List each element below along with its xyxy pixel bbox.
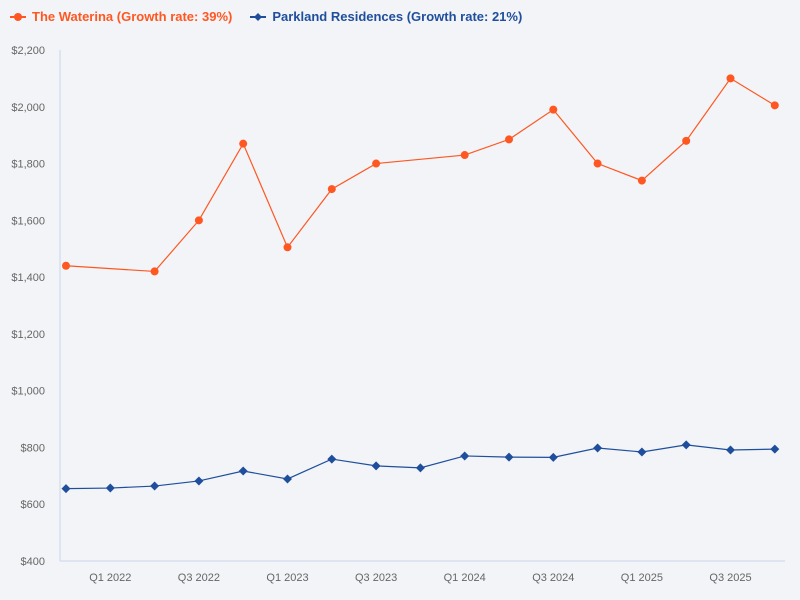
- y-tick-label: $2,000: [11, 102, 45, 114]
- data-point: [238, 466, 248, 476]
- y-tick-label: $400: [21, 556, 45, 568]
- data-point: [105, 483, 115, 493]
- x-tick-label: Q1 2025: [621, 572, 663, 584]
- data-point: [726, 445, 735, 455]
- data-point: [504, 452, 514, 462]
- y-tick-label: $1,000: [11, 386, 45, 398]
- x-tick-label: Q1 2022: [89, 572, 131, 584]
- y-tick-label: $1,200: [11, 329, 45, 341]
- x-tick-label: Q1 2023: [266, 572, 308, 584]
- x-tick-label: Q1 2024: [444, 572, 486, 584]
- data-point: [372, 159, 381, 168]
- x-tick-label: Q3 2023: [355, 572, 397, 584]
- data-point: [194, 216, 203, 225]
- x-tick-label: Q3 2024: [532, 572, 574, 584]
- legend-label-parkland: Parkland Residences (Growth rate: 21%): [272, 9, 523, 24]
- y-tick-label: $600: [21, 499, 45, 511]
- data-point: [283, 243, 292, 252]
- data-point: [637, 176, 646, 185]
- circle-marker-icon: [10, 12, 26, 21]
- data-point: [548, 452, 558, 462]
- data-point: [505, 135, 513, 144]
- data-point: [549, 105, 558, 114]
- data-point: [682, 136, 691, 145]
- data-point: [194, 476, 204, 486]
- legend-item-waterina[interactable]: The Waterina (Growth rate: 39%): [10, 9, 232, 24]
- data-point: [150, 481, 160, 491]
- legend-item-parkland[interactable]: Parkland Residences (Growth rate: 21%): [250, 9, 522, 24]
- data-point: [327, 454, 337, 464]
- series-line-0: [65, 77, 776, 273]
- data-point: [770, 101, 779, 110]
- data-point: [327, 185, 336, 194]
- data-point: [593, 159, 602, 168]
- y-tick-label: $800: [21, 442, 45, 454]
- x-tick-label: Q3 2025: [709, 572, 751, 584]
- legend: The Waterina (Growth rate: 39%) Parkland…: [10, 9, 522, 24]
- data-point: [239, 139, 248, 148]
- data-point: [62, 261, 70, 270]
- data-point: [637, 447, 647, 457]
- data-point: [681, 440, 691, 450]
- data-point: [726, 74, 735, 83]
- y-tick-label: $1,600: [11, 215, 45, 227]
- data-point: [415, 463, 425, 473]
- data-point: [770, 444, 780, 454]
- data-point: [593, 443, 603, 453]
- data-point: [150, 267, 159, 276]
- y-tick-label: $1,400: [11, 272, 45, 284]
- data-point: [283, 474, 292, 484]
- data-point: [371, 461, 381, 471]
- data-point: [61, 484, 71, 494]
- x-tick-label: Q3 2022: [178, 572, 220, 584]
- y-tick-label: $2,200: [11, 45, 45, 57]
- y-tick-label: $1,800: [11, 159, 45, 171]
- diamond-marker-icon: [250, 12, 267, 21]
- data-point: [460, 151, 469, 160]
- data-point: [460, 451, 470, 461]
- legend-label-waterina: The Waterina (Growth rate: 39%): [32, 9, 233, 24]
